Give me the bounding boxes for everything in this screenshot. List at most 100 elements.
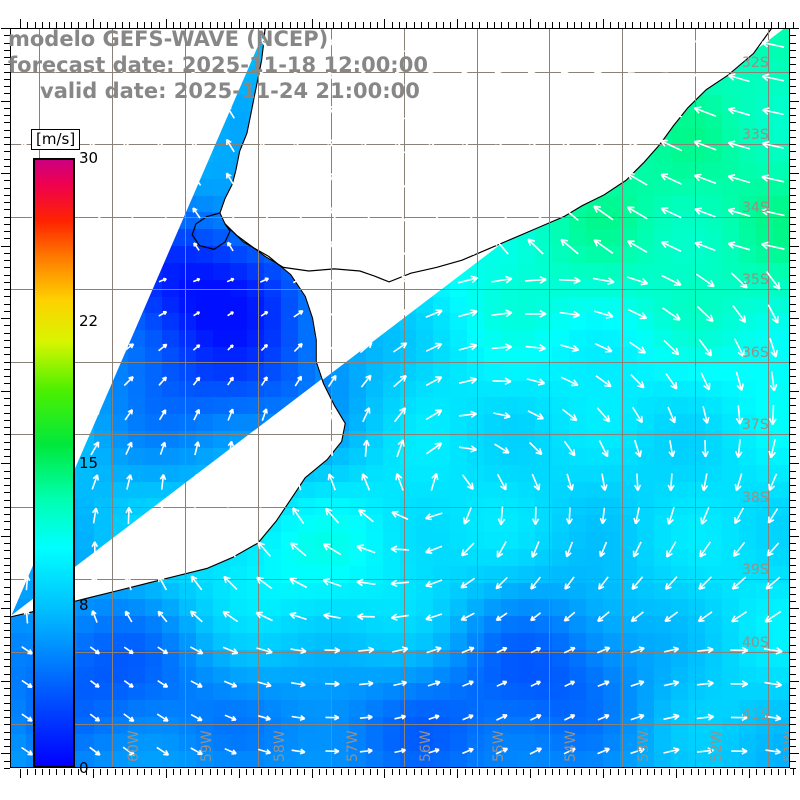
tick [574,769,575,775]
tick [790,340,796,341]
tick [377,769,378,775]
tick [370,22,371,28]
colorbar-tick-22: 22 [79,311,99,330]
tick [538,769,539,775]
tick [790,608,799,609]
tick [790,318,799,319]
tick [4,231,10,232]
tick [610,22,611,28]
tick [56,22,57,28]
tick [414,22,415,28]
tick [457,769,458,778]
tick [188,769,189,775]
tick [370,769,371,775]
tick [4,260,10,261]
tick [4,768,10,769]
land-coastline-layer [10,28,785,623]
tick [764,22,765,28]
meridian-56W [404,28,405,768]
tick [790,695,796,696]
tick [790,383,796,384]
tick [173,769,174,775]
tick [552,22,553,28]
tick [4,703,10,704]
tick [790,101,799,102]
tick [355,22,356,28]
lon-label-56W: 56W [418,730,434,762]
tick [778,769,779,775]
tick [144,769,145,775]
tick [1,608,10,609]
tick [268,22,269,28]
tick [86,769,87,775]
tick [93,19,94,28]
tick [4,93,10,94]
tick [790,93,796,94]
tick [790,195,796,196]
tick [4,623,10,624]
tick [304,22,305,28]
lat-label-38S: 38S [742,490,769,506]
tick [785,769,786,775]
tick [567,22,568,28]
tick [392,22,393,28]
tick [683,769,684,775]
tick [790,282,796,283]
map-plot-area[interactable]: 61W60W59W58W57W56W55W54W53W52W51W32S33S3… [10,28,790,768]
tick [790,180,796,181]
tick [790,666,796,667]
tick [691,769,692,775]
tick [261,769,262,775]
tick [1,28,10,29]
tick [603,19,604,28]
tick [1,681,10,682]
tick [4,115,10,116]
tick [632,22,633,28]
tick [319,22,320,28]
tick [790,246,799,247]
tick [107,769,108,775]
tick [4,587,10,588]
tick [42,22,43,28]
tick [64,22,65,28]
tick [790,304,796,305]
tick [4,616,10,617]
tick [436,769,437,775]
tick [4,362,10,363]
tick [790,166,796,167]
tick [4,529,10,530]
tick [790,28,799,29]
tick [790,122,796,123]
tick [4,645,10,646]
tick [151,22,152,28]
tick [4,442,10,443]
tick [720,769,721,775]
tick [4,376,10,377]
tick [713,769,714,775]
tick [790,130,796,131]
tick [122,22,123,28]
tick [4,50,10,51]
tick [790,507,796,508]
tick [790,267,796,268]
tick [790,173,799,174]
tick [4,449,10,450]
colorbar-tick-8: 8 [79,596,89,615]
tick [625,22,626,28]
tick [239,19,240,28]
tick [78,22,79,28]
tick [312,769,313,778]
tick [508,22,509,28]
tick [661,22,662,28]
tick [107,22,108,28]
tick [217,769,218,775]
tick [698,22,699,28]
tick [4,282,10,283]
bottom-margin [0,778,800,800]
tick [727,22,728,28]
tick [253,22,254,28]
tick [4,72,10,73]
tick [4,492,10,493]
meridian-52W [695,28,696,768]
parallel-34S [10,217,790,218]
